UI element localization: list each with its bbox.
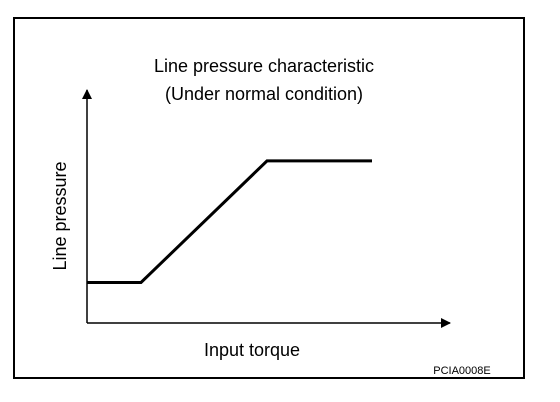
pressure-curve-line [87, 159, 372, 284]
diagram-title-line-2: (Under normal condition) [165, 84, 363, 104]
figure-code: PCIA0008E [433, 365, 490, 377]
pressure-curve [87, 159, 372, 284]
y-axis-label: Line pressure [50, 161, 70, 270]
x-axis-label: Input torque [204, 340, 300, 360]
diagram-title-line-1: Line pressure characteristic [154, 56, 374, 76]
diagram-frame [13, 17, 525, 379]
